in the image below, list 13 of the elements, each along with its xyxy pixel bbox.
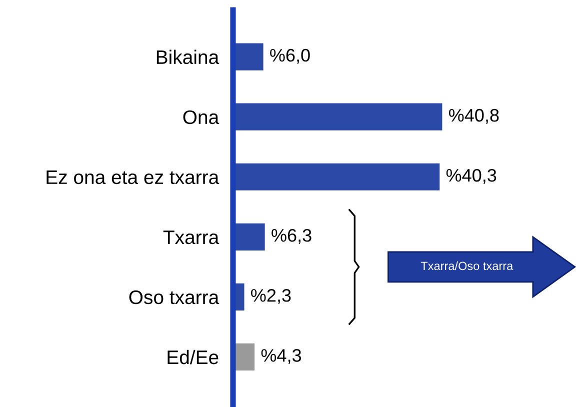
y-tick-label: Txarra: [163, 230, 220, 244]
y-tick-label: Ona: [183, 110, 220, 124]
annotation: Txarra/Oso txarra: [420, 261, 514, 270]
data-label: %40,8: [448, 108, 499, 124]
y-tick-label: Bikaina: [156, 50, 220, 64]
data-label: %6,0: [270, 48, 310, 64]
data-label: %4,3: [261, 349, 302, 364]
data-label: %6,3: [272, 228, 312, 244]
data-label: %40,3: [446, 168, 496, 184]
data-label: %2,3: [251, 289, 291, 304]
y-tick-label: Ez ona eta ez txarra: [46, 170, 220, 184]
y-tick-label: Ed/Ee: [168, 350, 218, 364]
y-tick-label: Oso txarra: [129, 290, 220, 304]
